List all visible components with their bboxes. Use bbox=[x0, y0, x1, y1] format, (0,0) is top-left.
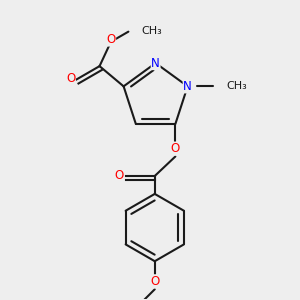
Text: CH₃: CH₃ bbox=[227, 81, 248, 91]
Text: N: N bbox=[183, 80, 192, 93]
Text: N: N bbox=[151, 57, 160, 70]
Text: O: O bbox=[106, 33, 116, 46]
Text: O: O bbox=[114, 169, 124, 182]
Text: O: O bbox=[171, 142, 180, 155]
Text: O: O bbox=[150, 275, 159, 288]
Text: CH₃: CH₃ bbox=[142, 26, 163, 35]
Text: O: O bbox=[66, 72, 75, 85]
